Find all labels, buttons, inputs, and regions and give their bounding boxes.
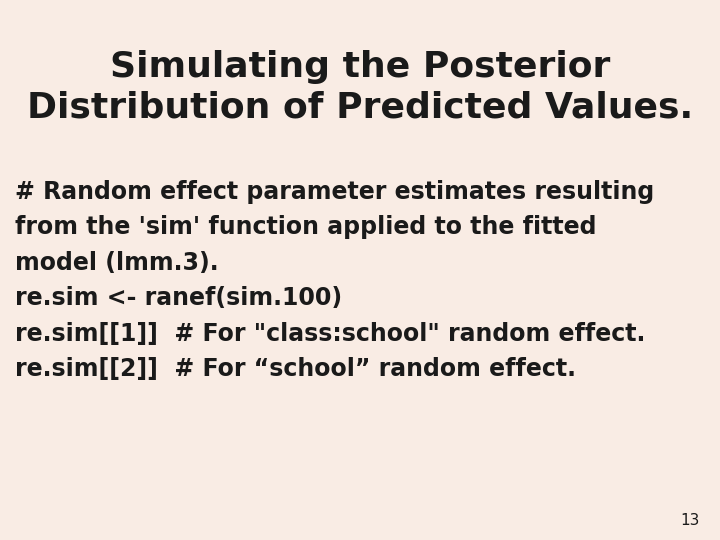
Text: 13: 13	[680, 513, 700, 528]
Text: # Random effect parameter estimates resulting
from the 'sim' function applied to: # Random effect parameter estimates resu…	[15, 180, 654, 381]
Text: Simulating the Posterior
Distribution of Predicted Values.: Simulating the Posterior Distribution of…	[27, 50, 693, 125]
